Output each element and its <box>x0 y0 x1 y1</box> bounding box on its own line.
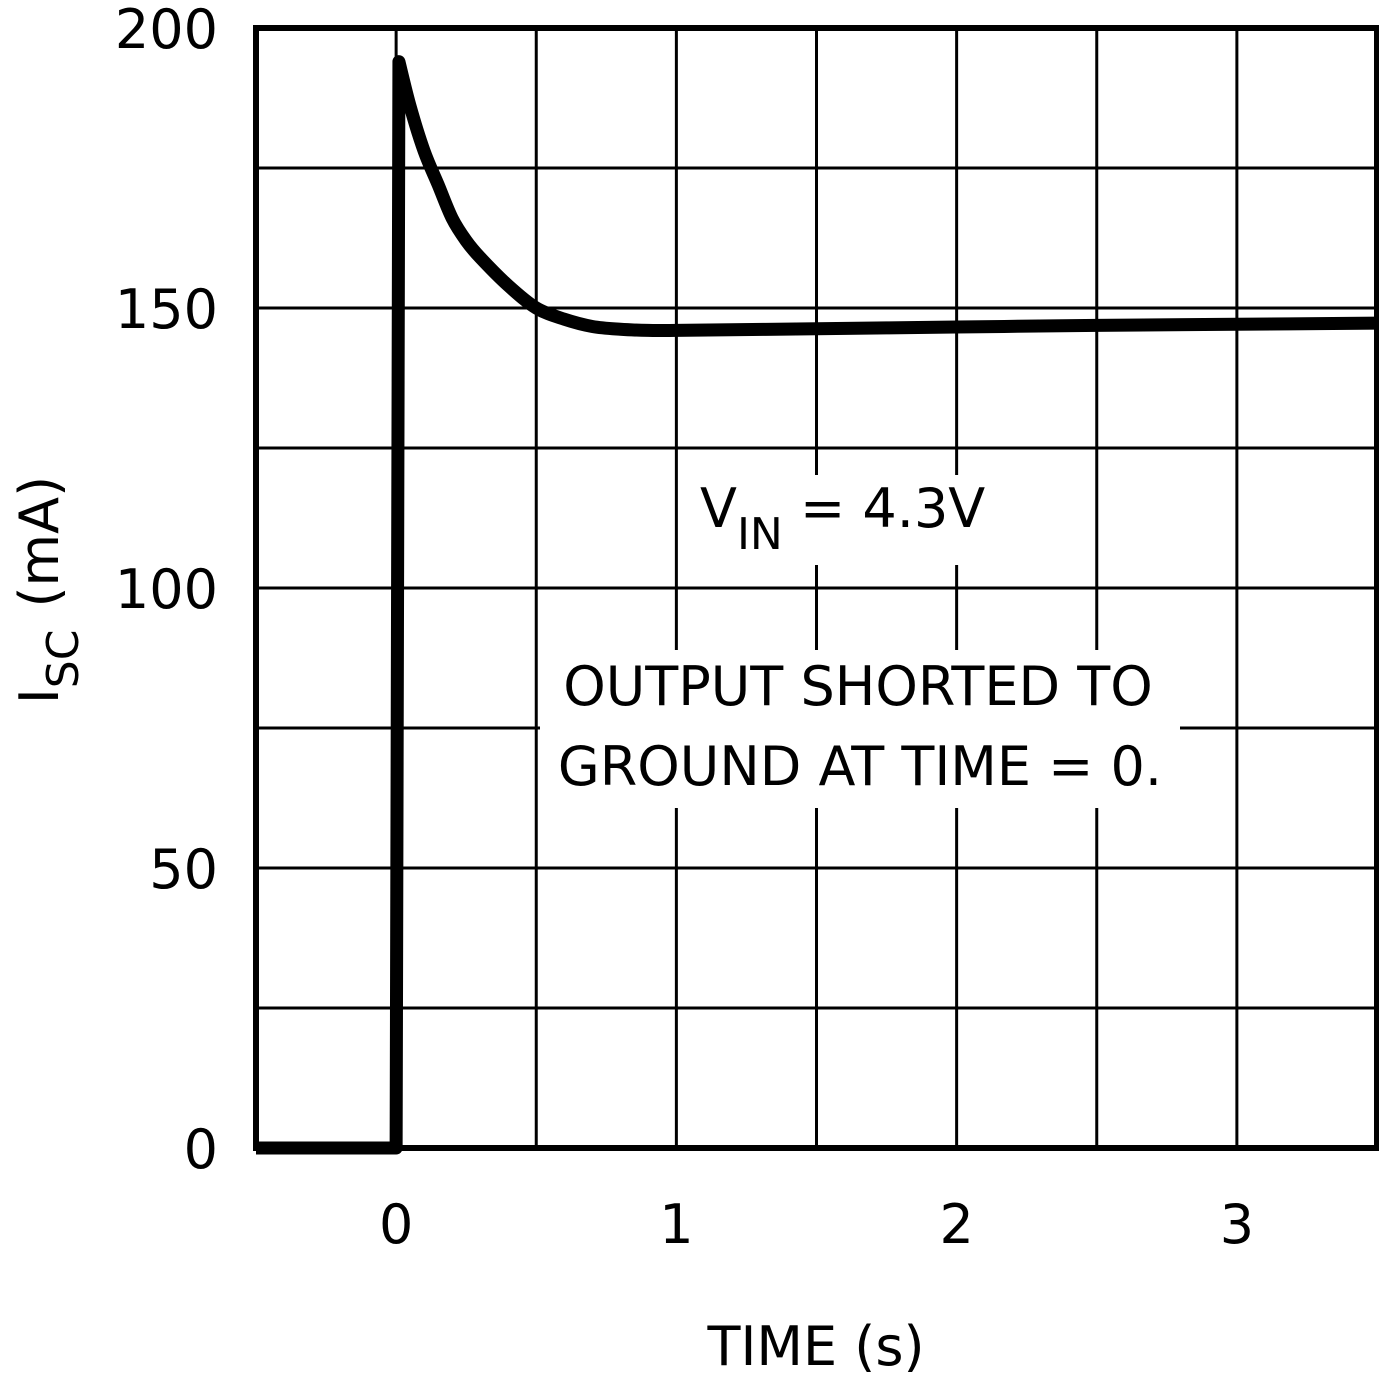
x-tick-label: 3 <box>1220 1193 1254 1256</box>
x-tick-label: 2 <box>939 1193 973 1256</box>
y-tick-label: 150 <box>115 278 218 341</box>
annotation-output-line1: OUTPUT SHORTED TO <box>563 655 1153 718</box>
annotation-vin-background <box>690 475 1010 565</box>
series-line <box>256 55 1378 1155</box>
x-tick-label: 0 <box>379 1193 413 1256</box>
annotation-output-background <box>540 650 1180 808</box>
annotation-vin-rest: = 4.3V <box>783 477 985 540</box>
y-tick-label: 200 <box>115 0 218 61</box>
series-layer <box>256 55 1378 1155</box>
x-tick-label: 1 <box>659 1193 693 1256</box>
y-tick-label: 100 <box>115 558 218 621</box>
y-tick-label: 50 <box>149 838 218 901</box>
annotation-vin: VIN = 4.3V <box>700 477 985 560</box>
x-tick-labels: 0 1 2 3 <box>379 1193 1254 1256</box>
annotation-vin-subscript: IN <box>737 509 783 560</box>
annotation-vin-main: V <box>700 477 737 540</box>
x-axis-title: TIME (s) <box>706 1315 924 1377</box>
grid <box>256 28 1377 1148</box>
y-axis-title-subscript: SC <box>38 630 89 689</box>
annotation-output-line2: GROUND AT TIME = 0. <box>558 735 1162 798</box>
y-tick-labels: 0 50 100 150 200 <box>115 0 218 1181</box>
y-axis-title-main: I <box>8 688 71 704</box>
plot-frame <box>253 25 1379 1151</box>
y-tick-label: 0 <box>184 1118 218 1181</box>
y-axis-title-unit: (mA) <box>8 476 71 608</box>
y-axis-title: ISC (mA) <box>8 476 89 704</box>
